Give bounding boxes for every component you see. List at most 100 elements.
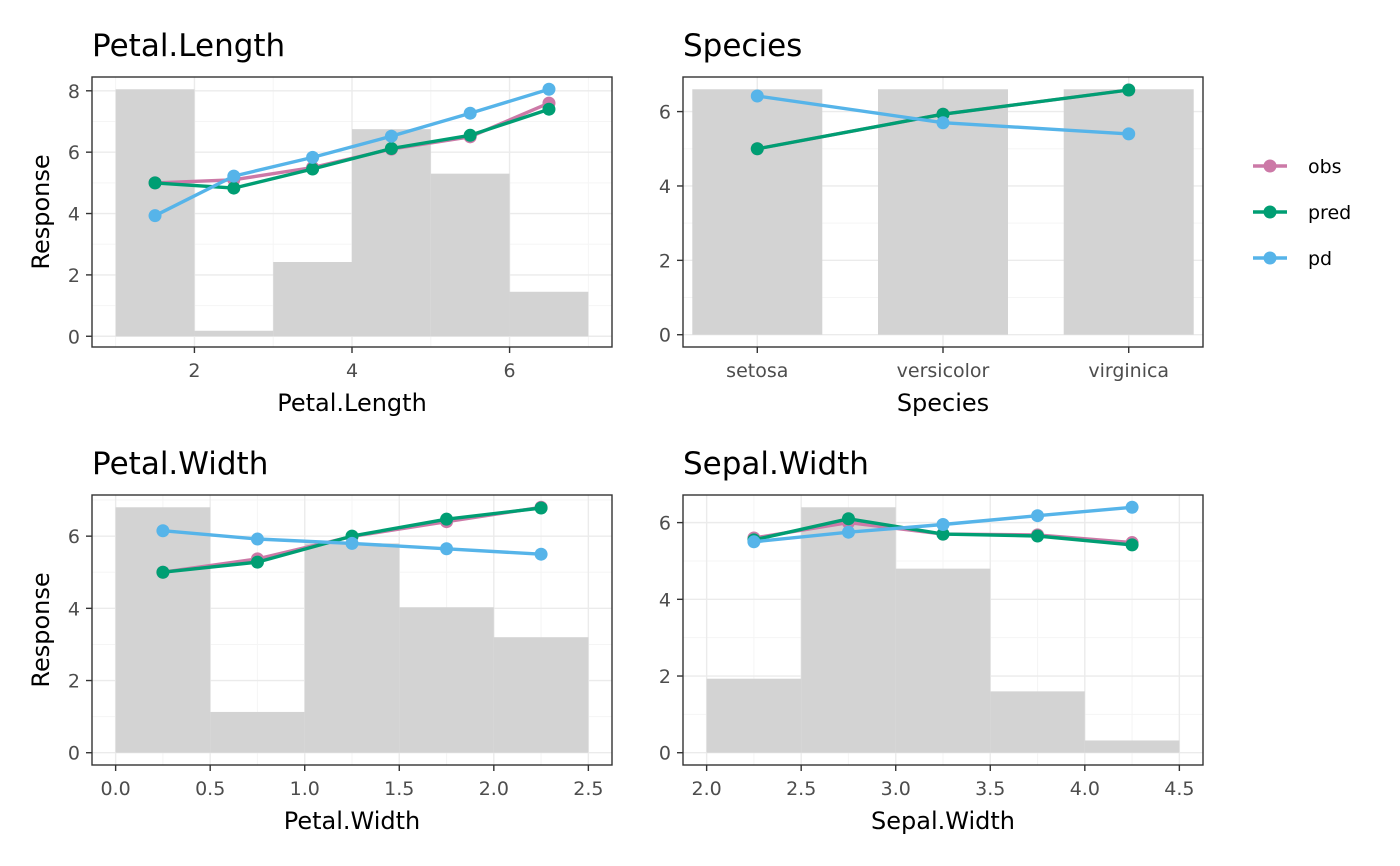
series-point-pd (1125, 500, 1139, 514)
y-tick-label: 8 (68, 81, 80, 103)
series-point-pred (1122, 83, 1136, 97)
y-tick-label: 6 (68, 526, 80, 548)
y-axis-title: Response (27, 154, 55, 269)
panel-title: Species (683, 28, 802, 64)
y-tick-label: 6 (659, 102, 671, 124)
histogram-bar (430, 173, 510, 337)
legend-label-obs: obs (1308, 156, 1342, 178)
series-point-pd (227, 169, 241, 183)
x-tick-label: 2 (188, 360, 200, 382)
legend-key-point-pd (1263, 251, 1277, 265)
panel-1: 0 2 4 6 8 2 4 6 Petal.Length Petal.Length Response (27, 28, 613, 417)
histogram-bar (509, 291, 589, 337)
x-tick-label: 2.5 (786, 778, 816, 800)
series-line-pred (154, 107, 550, 190)
series-point-pred (156, 565, 170, 579)
x-tick-label: 2.0 (692, 778, 722, 800)
y-tick-label: 4 (659, 589, 671, 611)
series-point-pd (747, 535, 761, 549)
category-bar (1063, 89, 1194, 335)
x-tick-label: 1.0 (290, 778, 320, 800)
histogram-bar (273, 262, 352, 337)
x-tick-label: 0.0 (101, 778, 131, 800)
x-tick-label: 4.0 (1070, 778, 1100, 800)
legend-key-point-pred (1263, 205, 1277, 219)
series-point-pd (463, 106, 477, 120)
series-point-pred (936, 527, 950, 541)
histogram-bar (210, 711, 305, 753)
x-axis-title: Petal.Width (284, 807, 421, 835)
series-point-pd (1031, 509, 1045, 523)
x-axis-title: Petal.Length (277, 389, 427, 417)
y-tick-label: 6 (68, 142, 80, 164)
series-point-pd (306, 150, 320, 164)
series-point-pred (227, 181, 241, 195)
series-point-pred (1125, 538, 1139, 552)
series-point-pd (936, 116, 950, 130)
series-point-pred (250, 555, 264, 569)
series-point-pred (750, 142, 764, 156)
x-tick-label: 3.0 (881, 778, 911, 800)
x-tick-label: 4 (346, 360, 358, 382)
series-point-pred (384, 141, 398, 155)
histogram-bar (399, 607, 494, 753)
histogram-bar (304, 543, 400, 753)
x-tick-label: 6 (504, 360, 516, 382)
histogram-bar (493, 637, 589, 753)
y-tick-label: 0 (659, 743, 671, 765)
histogram-bar (801, 507, 896, 753)
histogram-bar (115, 507, 211, 753)
series-point-pred (306, 162, 320, 176)
panel-title: Petal.Length (92, 28, 285, 64)
series-point-pd (542, 82, 556, 96)
category-bar (692, 89, 823, 335)
panel-2: 0 2 4 6 setosa versicolor virginica Species Spec… (659, 28, 1204, 417)
y-tick-label: 4 (68, 204, 80, 226)
series-point-pred (440, 512, 454, 526)
panel-border (91, 494, 613, 766)
series-point-pd (250, 532, 264, 546)
series-point-pd (156, 524, 170, 538)
panel-title: Sepal.Width (683, 446, 869, 482)
legend-label-pred: pred (1308, 202, 1351, 224)
y-tick-label: 4 (659, 176, 671, 198)
series-line-pd (154, 87, 550, 218)
x-axis-title: Sepal.Width (871, 807, 1015, 835)
x-axis-title: Species (897, 389, 989, 417)
y-tick-label: 2 (68, 265, 80, 287)
legend: obs pred pd (1253, 156, 1351, 270)
x-tick-label: virginica (1088, 360, 1169, 382)
series-point-pd (440, 542, 454, 556)
panel-4: 0 2 4 6 2.0 2.5 3.0 3.5 4.0 4.5 Sepal.Width Sepal.W… (659, 446, 1204, 835)
y-tick-label: 0 (68, 743, 80, 765)
x-tick-label: 2.5 (573, 778, 603, 800)
series-point-pd (1122, 127, 1136, 141)
y-tick-label: 2 (68, 671, 80, 693)
x-tick-label: 3.5 (975, 778, 1005, 800)
series-point-pred (841, 512, 855, 526)
series-point-pd (148, 209, 162, 223)
panel-border (682, 494, 1204, 766)
x-tick-label: 2.0 (479, 778, 509, 800)
y-tick-label: 2 (659, 666, 671, 688)
series-point-pred (148, 176, 162, 190)
series-point-pd (936, 518, 950, 532)
y-tick-label: 0 (659, 325, 671, 347)
x-tick-label: 4.5 (1164, 778, 1194, 800)
category-bar (878, 89, 1008, 335)
series-point-pred (1031, 529, 1045, 543)
x-tick-label: versicolor (897, 360, 990, 382)
series-point-pd (534, 547, 548, 561)
series-point-pd (841, 525, 855, 539)
y-axis-title: Response (27, 572, 55, 687)
histogram-bar (352, 129, 431, 337)
y-tick-label: 2 (659, 250, 671, 272)
histogram-bar (1084, 740, 1180, 753)
panel-3: 0 2 4 6 0.0 0.5 1.0 1.5 2.0 2.5 Petal.Width Petal.W… (27, 446, 613, 835)
histogram-bar (706, 678, 802, 753)
histogram-bar (990, 691, 1085, 753)
series-point-pred (542, 102, 556, 116)
series-point-pd (345, 536, 359, 550)
legend-key-point-obs (1263, 159, 1277, 173)
